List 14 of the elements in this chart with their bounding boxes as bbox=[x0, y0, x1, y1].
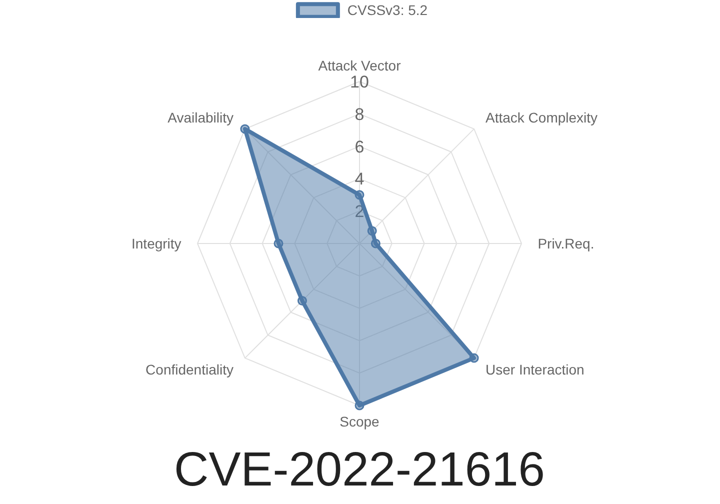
spoke-label: Integrity bbox=[132, 236, 182, 252]
y-tick-label: 8 bbox=[354, 104, 364, 124]
spoke-label: Availability bbox=[168, 109, 234, 126]
y-tick-label: 4 bbox=[354, 170, 364, 189]
spoke-label: User Interaction bbox=[486, 362, 584, 378]
y-tick-label: 10 bbox=[350, 72, 369, 92]
spoke-label: Attack Vector bbox=[318, 57, 402, 74]
spoke-label: Confidentiality bbox=[146, 362, 234, 378]
spoke-label: Attack Complexity bbox=[486, 109, 598, 126]
legend-label: CVSSv3: 5.2 bbox=[347, 2, 428, 18]
spoke-label: Scope bbox=[340, 414, 380, 430]
spoke-label: Priv.Req. bbox=[538, 236, 594, 252]
text: CVE-2022-21616 bbox=[174, 443, 545, 496]
y-tick-label: 6 bbox=[354, 137, 364, 156]
